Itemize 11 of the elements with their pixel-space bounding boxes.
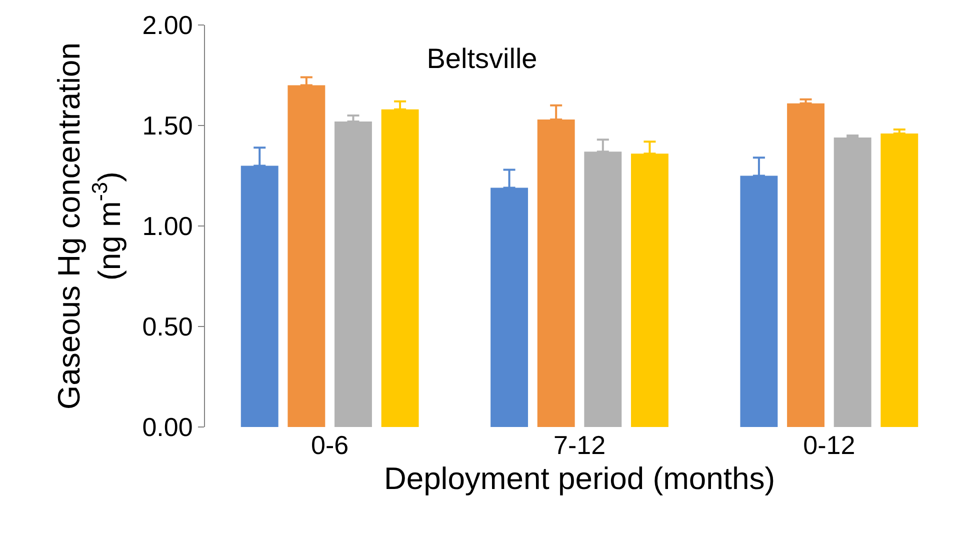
y-tick-label: 0.00: [142, 412, 193, 442]
y-tick-label: 1.00: [142, 211, 193, 242]
y-tick-label: 1.50: [142, 110, 193, 141]
x-tick-label: 7-12: [553, 430, 606, 460]
x-axis-title: Deployment period (months): [384, 461, 776, 496]
x-tick-label: 0-12: [803, 430, 856, 460]
text: Beltsville: [426, 43, 538, 74]
bar: [834, 138, 872, 427]
y-tick-label: 0.50: [142, 312, 193, 342]
x-tick-label: 0-6: [311, 430, 349, 460]
y-tick-label: 2.00: [142, 10, 193, 40]
